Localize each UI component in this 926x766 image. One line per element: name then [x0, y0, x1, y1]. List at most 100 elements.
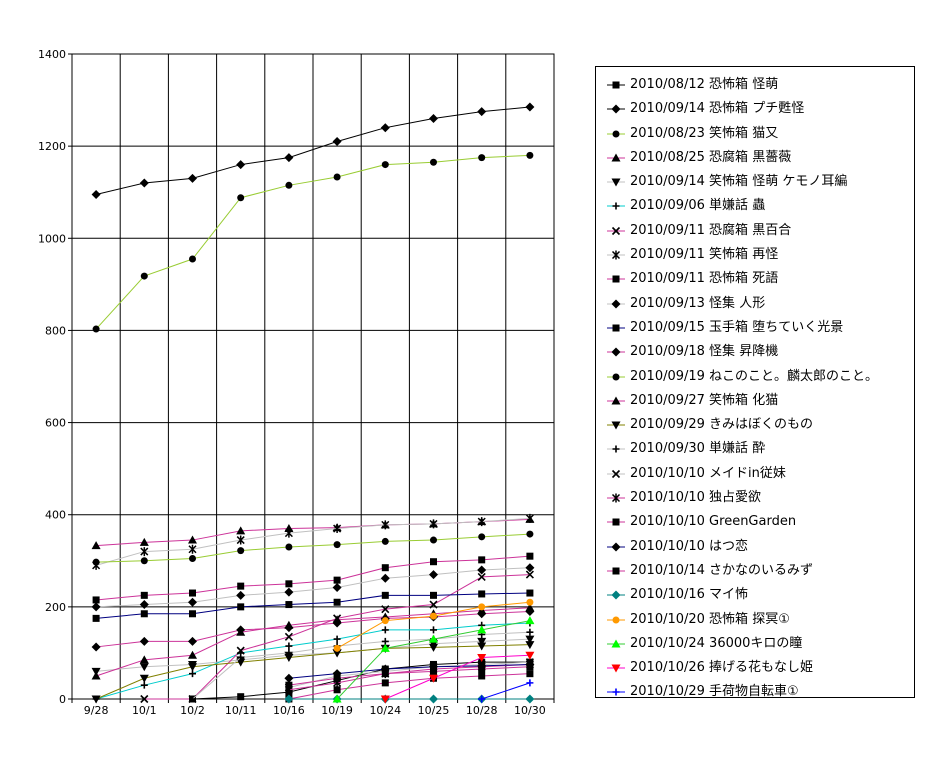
data-point: [430, 158, 437, 166]
legend-label: 2010/10/10 メイドin従妹: [630, 465, 786, 481]
data-point: [139, 655, 149, 664]
legend-label: 2010/10/26 捧げる花もなし姫: [630, 660, 814, 676]
data-point: [285, 181, 293, 189]
data-point: [429, 643, 438, 652]
y-tick-label: 1200: [38, 140, 66, 153]
legend-item: 2010/10/16 マイ怖: [596, 583, 914, 607]
legend-swatch: [607, 130, 625, 138]
legend-item: 2010/09/14 恐怖箱 プチ甦怪: [596, 97, 914, 121]
grid-lines: [71, 53, 555, 700]
data-point: [284, 620, 294, 629]
data-point: [526, 530, 534, 538]
data-point: [478, 154, 486, 162]
data-point: [477, 654, 487, 663]
series-8: [92, 552, 534, 604]
series-lines: [91, 102, 535, 704]
data-point: [285, 601, 293, 609]
legend-item: 2010/08/25 恐腐箱 黒薔薇: [596, 146, 914, 170]
legend-label: 2010/09/06 単嫌話 蟲: [630, 198, 766, 214]
data-point: [525, 603, 535, 612]
legend-item: 2010/10/10 GreenGarden: [596, 510, 914, 534]
data-point: [284, 673, 294, 683]
legend-swatch: [607, 396, 625, 405]
data-point: [525, 694, 535, 704]
legend-item: 2010/09/14 笑怖箱 怪萌 ケモノ耳編: [596, 170, 914, 194]
data-point: [92, 558, 100, 566]
x-tick-label: 10/25: [418, 704, 450, 717]
legend-label: 2010/09/11 恐怖箱 死語: [630, 271, 779, 287]
legend-swatch: [607, 493, 625, 503]
legend-item: 2010/10/10 はつ恋: [596, 535, 914, 559]
data-point: [332, 583, 342, 593]
legend-label: 2010/09/19 ねこのこと。麟太郎のこと。: [630, 368, 879, 384]
data-point: [333, 644, 341, 652]
x-tick-label: 10/24: [369, 704, 401, 717]
data-point: [477, 661, 487, 671]
data-point: [285, 681, 293, 689]
data-point: [525, 651, 535, 660]
data-point: [91, 695, 101, 704]
series-19: [284, 659, 535, 683]
data-point: [525, 616, 535, 625]
data-point: [236, 535, 245, 545]
legend-swatch: [607, 226, 625, 235]
data-point: [333, 541, 341, 549]
data-point: [284, 528, 293, 538]
y-tick-label: 800: [45, 324, 66, 337]
legend-label: 2010/10/14 さかなのいるみず: [630, 562, 814, 578]
data-point: [92, 614, 100, 622]
legend-label: 2010/10/20 恐怖箱 探冥①: [630, 611, 790, 627]
legend-item: 2010/10/14 さかなのいるみず: [596, 559, 914, 583]
data-point: [139, 636, 149, 646]
data-point: [333, 635, 341, 643]
series-25: [478, 679, 534, 703]
legend-swatch: [607, 542, 625, 552]
data-point: [526, 679, 534, 687]
series-line: [288, 663, 530, 679]
data-point: [189, 554, 196, 562]
data-point: [478, 672, 486, 680]
data-point: [236, 526, 246, 535]
data-point: [139, 674, 149, 683]
data-point: [189, 695, 196, 703]
series-line: [95, 607, 530, 677]
data-point: [237, 654, 245, 662]
legend-swatch: [607, 202, 625, 210]
legend-label: 2010/09/14 恐怖箱 プチ甦怪: [630, 101, 805, 117]
data-point: [429, 634, 438, 643]
series-line: [385, 654, 530, 700]
data-point: [429, 519, 438, 529]
data-point: [139, 600, 149, 610]
legend-item: 2010/09/06 単嫌話 蟲: [596, 194, 914, 218]
data-point: [140, 557, 148, 565]
series-line: [96, 533, 530, 563]
legend-item: 2010/08/23 笑怖箱 猫又: [596, 122, 914, 146]
data-point: [188, 597, 197, 607]
legend-item: 2010/08/12 恐怖箱 怪萌: [596, 73, 914, 97]
data-point: [477, 572, 486, 581]
data-point: [140, 272, 148, 280]
legend-label: 2010/09/13 怪集 人形: [630, 295, 766, 311]
data-point: [478, 695, 486, 703]
data-point: [237, 603, 245, 611]
legend-label: 2010/10/10 独占愛欲: [630, 490, 762, 506]
legend-label: 2010/10/24 36000キロの瞳: [630, 635, 803, 651]
legend-label: 2010/08/25 恐腐箱 黒薔薇: [630, 149, 792, 165]
series-line: [96, 567, 530, 608]
data-point: [429, 114, 438, 123]
data-point: [284, 587, 294, 597]
series-line: [95, 154, 530, 330]
legend-item: 2010/10/26 捧げる花もなし姫: [596, 656, 914, 680]
y-tick-label: 600: [45, 417, 66, 430]
legend-item: 2010/09/11 恐腐箱 黒百合: [596, 219, 914, 243]
data-point: [380, 664, 390, 674]
data-point: [188, 544, 197, 554]
data-point: [332, 137, 342, 147]
legend-swatch: [607, 421, 625, 430]
data-point: [139, 663, 149, 672]
x-tick-labels: 9/28 10/1 10/2 10/11 10/16 10/19 10/24 10/25 10/…: [84, 704, 546, 717]
legend-label: 2010/08/23 笑怖箱 猫又: [630, 125, 779, 141]
data-point: [380, 123, 390, 133]
data-point: [381, 617, 389, 625]
data-point: [526, 598, 534, 606]
